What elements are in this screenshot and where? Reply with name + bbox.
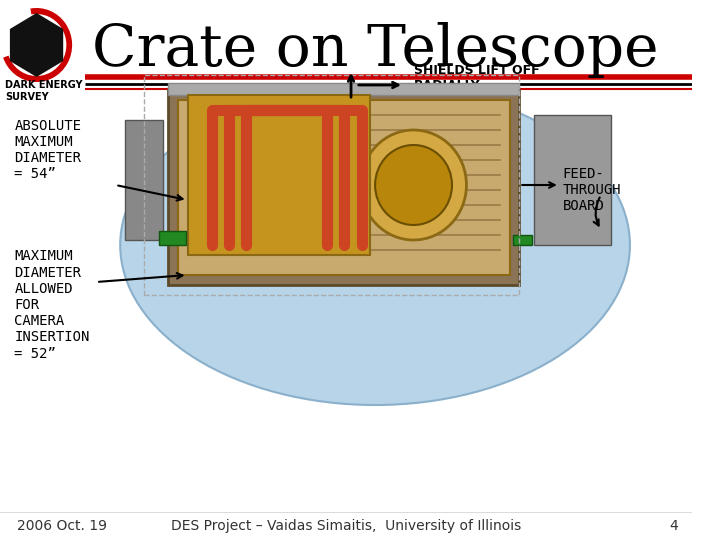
Text: Crate on Telescope: Crate on Telescope [91, 22, 658, 78]
FancyBboxPatch shape [158, 231, 186, 245]
Polygon shape [10, 13, 63, 77]
FancyBboxPatch shape [168, 83, 519, 95]
Text: FEED-
THROUGH
BOARD: FEED- THROUGH BOARD [562, 167, 621, 213]
Text: 2006 Oct. 19: 2006 Oct. 19 [17, 519, 107, 533]
FancyBboxPatch shape [187, 95, 370, 255]
Wedge shape [3, 8, 72, 82]
Ellipse shape [120, 85, 630, 405]
FancyBboxPatch shape [168, 90, 519, 285]
Text: ABSOLUTE
MAXIMUM
DIAMETER
= 54”: ABSOLUTE MAXIMUM DIAMETER = 54” [14, 119, 81, 181]
Text: SHIELDS LIFT OFF
RADIALLY: SHIELDS LIFT OFF RADIALLY [413, 64, 539, 92]
Circle shape [375, 145, 452, 225]
Text: 4: 4 [670, 519, 678, 533]
Text: DES Project – Vaidas Simaitis,  University of Illinois: DES Project – Vaidas Simaitis, Universit… [171, 519, 521, 533]
Text: MAXIMUM
DIAMETER
ALLOWED
FOR
CAMERA
INSERTION
= 52”: MAXIMUM DIAMETER ALLOWED FOR CAMERA INSE… [14, 249, 90, 361]
Circle shape [361, 130, 467, 240]
FancyBboxPatch shape [125, 120, 163, 240]
FancyBboxPatch shape [178, 100, 510, 275]
FancyBboxPatch shape [534, 115, 611, 245]
Text: DARK ENERGY
SURVEY: DARK ENERGY SURVEY [5, 80, 82, 102]
FancyBboxPatch shape [513, 235, 532, 245]
